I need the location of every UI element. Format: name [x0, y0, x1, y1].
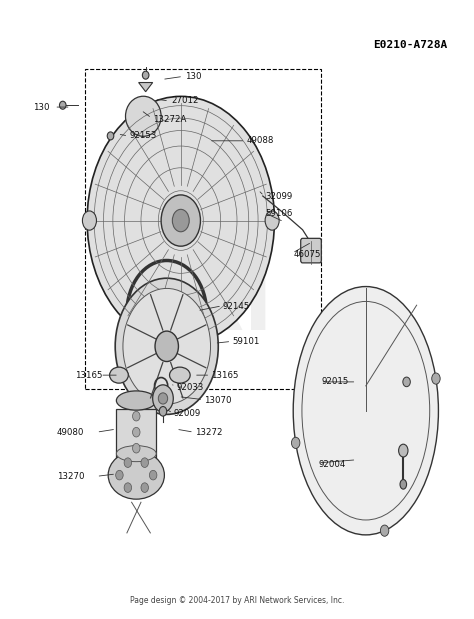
Text: 92009: 92009: [174, 409, 201, 418]
Ellipse shape: [124, 483, 132, 493]
Ellipse shape: [403, 377, 410, 387]
Text: 13272: 13272: [195, 428, 222, 436]
Text: 27012: 27012: [172, 97, 199, 105]
Text: 59101: 59101: [232, 337, 260, 346]
Text: 92033: 92033: [176, 383, 203, 392]
Text: Page design © 2004-2017 by ARI Network Services, Inc.: Page design © 2004-2017 by ARI Network S…: [130, 596, 344, 605]
Ellipse shape: [123, 288, 210, 404]
Ellipse shape: [87, 97, 274, 345]
Bar: [117, 409, 156, 463]
Text: 13272A: 13272A: [153, 115, 186, 124]
Ellipse shape: [155, 331, 178, 361]
Text: 13165: 13165: [75, 371, 103, 379]
Ellipse shape: [381, 525, 389, 536]
Ellipse shape: [153, 385, 173, 412]
Ellipse shape: [133, 412, 140, 421]
Text: 13165: 13165: [211, 371, 239, 379]
Ellipse shape: [159, 407, 167, 416]
Text: 59106: 59106: [265, 209, 292, 219]
Ellipse shape: [115, 278, 218, 414]
Ellipse shape: [59, 102, 66, 109]
Text: 49080: 49080: [57, 428, 84, 436]
Text: 130: 130: [33, 103, 50, 111]
Ellipse shape: [117, 446, 156, 462]
Ellipse shape: [399, 444, 408, 457]
Text: 13270: 13270: [57, 472, 84, 481]
FancyBboxPatch shape: [301, 238, 321, 263]
Ellipse shape: [107, 132, 114, 140]
Ellipse shape: [158, 393, 168, 404]
Text: E0210-A728A: E0210-A728A: [374, 40, 448, 50]
Ellipse shape: [126, 96, 161, 136]
Ellipse shape: [149, 470, 157, 480]
Ellipse shape: [142, 71, 149, 79]
Polygon shape: [138, 82, 153, 92]
Text: 92004: 92004: [319, 459, 346, 469]
Text: 130: 130: [185, 72, 202, 81]
Ellipse shape: [116, 470, 123, 480]
Text: 46075: 46075: [293, 250, 321, 259]
Ellipse shape: [108, 451, 164, 499]
Ellipse shape: [117, 391, 156, 410]
Ellipse shape: [124, 458, 132, 467]
Text: 32099: 32099: [265, 191, 292, 201]
Text: 92153: 92153: [129, 131, 156, 141]
Ellipse shape: [82, 211, 97, 230]
Ellipse shape: [265, 211, 279, 230]
Text: 92145: 92145: [223, 302, 250, 311]
Ellipse shape: [432, 373, 440, 384]
Ellipse shape: [133, 427, 140, 437]
Ellipse shape: [170, 367, 190, 383]
Text: 13070: 13070: [204, 396, 232, 405]
Ellipse shape: [133, 443, 140, 453]
Text: 49088: 49088: [246, 136, 274, 145]
Text: 92015: 92015: [321, 378, 349, 386]
Ellipse shape: [293, 287, 438, 535]
Ellipse shape: [400, 480, 407, 489]
Ellipse shape: [141, 458, 148, 467]
Ellipse shape: [292, 437, 300, 448]
Bar: [85, 69, 321, 389]
Ellipse shape: [173, 209, 189, 232]
Ellipse shape: [161, 195, 201, 246]
Ellipse shape: [141, 483, 148, 493]
Text: ARI: ARI: [127, 272, 273, 347]
Ellipse shape: [109, 367, 128, 383]
